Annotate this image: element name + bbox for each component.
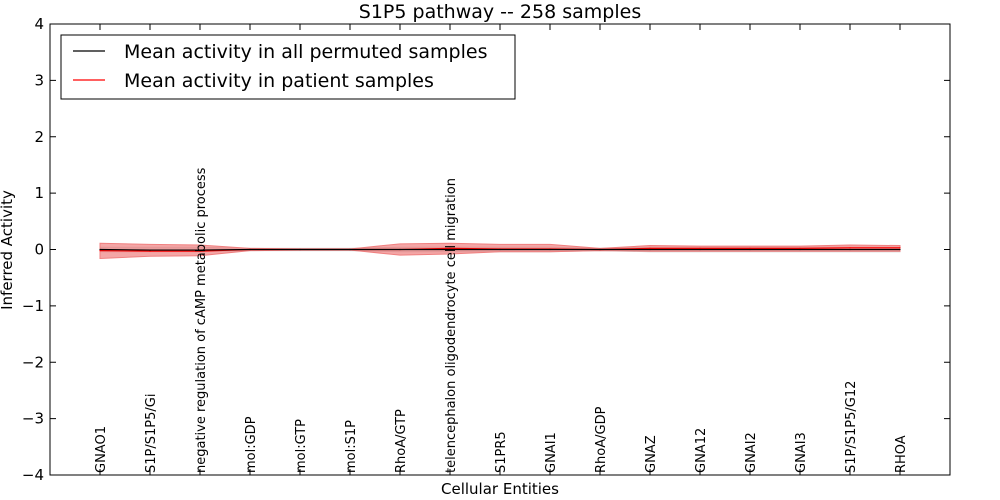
series-0-point	[549, 248, 551, 251]
series-1-point	[99, 250, 101, 252]
x-tick-label: GNAI2	[744, 432, 759, 473]
series-1-point	[699, 247, 701, 249]
series-0-point	[749, 248, 751, 251]
series-1-point	[449, 247, 451, 249]
x-tick-label: S1P/S1P5/Gi	[144, 394, 159, 473]
series-0-point	[249, 248, 251, 251]
series-0-point	[349, 248, 351, 251]
x-tick-label: RhoA/GTP	[394, 409, 409, 473]
series-0-point	[399, 248, 401, 251]
y-tick-label: −2	[22, 353, 44, 371]
legend-frame	[60, 34, 516, 100]
x-tick-label: mol:S1P	[344, 420, 359, 473]
y-tick-label: 1	[34, 184, 44, 202]
series-0-point	[849, 248, 851, 251]
x-axis-label: Cellular Entities	[441, 480, 559, 498]
y-tick-label: −3	[22, 410, 44, 428]
series-0-point	[899, 248, 901, 251]
series-1-point	[199, 250, 201, 252]
y-tick-label: −4	[22, 466, 44, 484]
series-1-point	[899, 247, 901, 249]
x-tick-label: RHOA	[894, 435, 909, 473]
series-0-point	[499, 248, 501, 251]
y-tick-label: −1	[22, 297, 44, 315]
x-tick-label: GNA12	[694, 428, 709, 473]
x-axis: GNAO1 S1P/S1P5/Gi negative regulation of c…	[94, 24, 909, 475]
series-0-point	[599, 248, 601, 251]
legend-label-permuted: Mean activity in all permuted samples	[124, 41, 487, 63]
legend-label-patient: Mean activity in patient samples	[124, 70, 434, 92]
series-0-point	[199, 249, 201, 251]
x-tick-label: S1PR5	[494, 431, 509, 473]
series-0-point	[649, 248, 651, 251]
series-1-point	[749, 247, 751, 249]
plot-area	[99, 242, 901, 260]
series-0-point	[299, 248, 301, 251]
series-0-point	[449, 248, 451, 251]
x-tick-label: RhoA/GDP	[594, 406, 609, 473]
y-axis: 4 3 2 1 0 −1 −2 −3 −4	[22, 15, 950, 484]
y-tick-label: 2	[34, 128, 44, 146]
legend: Mean activity in all permuted samples Me…	[60, 34, 516, 100]
x-tick-label: telencephalon oligodendrocyte cell migra…	[444, 178, 459, 473]
y-tick-label: 0	[34, 241, 44, 259]
x-tick-label: S1P/S1P5/G12	[844, 381, 859, 473]
series-0-point	[699, 248, 701, 251]
series-0-point	[149, 249, 151, 251]
series-1-point	[799, 247, 801, 249]
series-1-point	[849, 247, 851, 249]
y-tick-label: 3	[34, 71, 44, 89]
series-0-point	[799, 248, 801, 251]
series-1-point	[149, 250, 151, 252]
y-axis-label: Inferred Activity	[0, 190, 16, 310]
x-tick-label: GNAI1	[544, 432, 559, 473]
chart-title: S1P5 pathway -- 258 samples	[359, 1, 641, 23]
x-tick-label: mol:GDP	[244, 416, 259, 473]
x-tick-label: GNAO1	[94, 426, 109, 473]
x-tick-label: negative regulation of cAMP metabolic pr…	[194, 167, 209, 473]
x-tick-label: GNAI3	[794, 432, 809, 473]
x-tick-label: mol:GTP	[294, 419, 309, 473]
series-1-point	[649, 247, 651, 249]
x-tick-label: GNAZ	[644, 435, 659, 473]
series-0-point	[99, 248, 101, 251]
y-tick-label: 4	[34, 15, 44, 33]
